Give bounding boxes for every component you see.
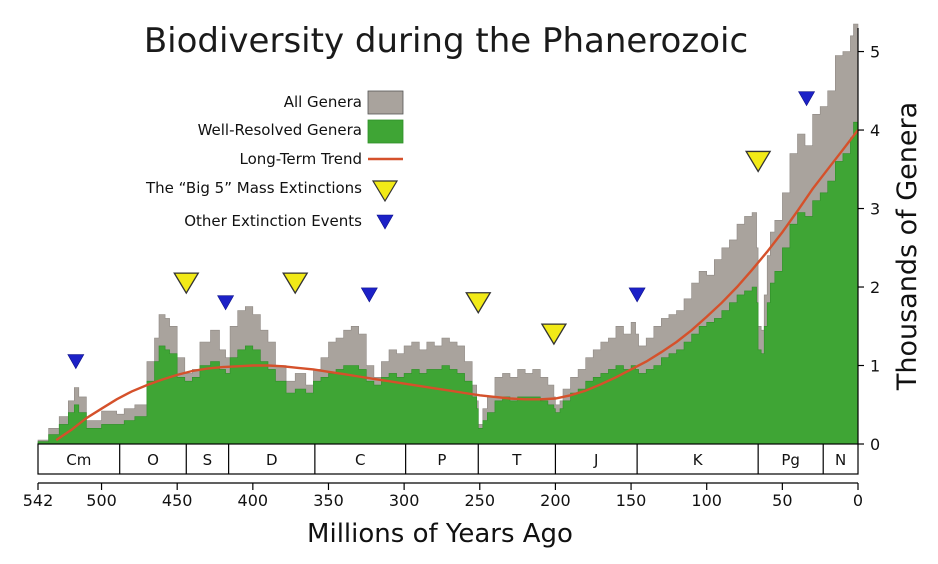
period-label-D: D (266, 451, 278, 469)
period-label-Pg: Pg (781, 451, 800, 469)
other-marker-1 (217, 295, 235, 311)
legend-label-all-genera: All Genera (284, 93, 362, 111)
x-tick-label-450: 450 (162, 491, 193, 510)
other-marker-3 (628, 287, 646, 303)
x-tick-label-500: 500 (86, 491, 117, 510)
y-axis-label: Thousands of Genera (892, 102, 923, 391)
big5-marker-3 (540, 323, 568, 346)
legend-swatch-other-extinctions (376, 214, 394, 230)
x-tick-label-150: 150 (616, 491, 647, 510)
big5-marker-0 (173, 272, 200, 295)
period-label-J: J (593, 451, 598, 469)
legend-label-well-resolved-genera: Well-Resolved Genera (198, 121, 362, 139)
y-tick-label-2: 2 (870, 278, 880, 297)
y-tick-label-5: 5 (870, 43, 880, 62)
big5-marker-1 (282, 272, 309, 295)
chart-title: Biodiversity during the Phanerozoic (144, 21, 748, 61)
period-label-K: K (693, 451, 704, 469)
x-tick-label-100: 100 (691, 491, 722, 510)
x-axis: 542 500 450 400 350 300 250 200 150 100 50 0 Millio… (23, 482, 863, 549)
legend-label-big5: The “Big 5” Mass Extinctions (145, 179, 362, 197)
y-tick-label-0: 0 (870, 435, 880, 454)
legend-swatch-big5 (371, 180, 399, 203)
x-tick-label-0: 0 (853, 491, 863, 510)
series-area-all-genera (37, 23, 859, 445)
x-tick-label-250: 250 (464, 491, 495, 510)
period-bar-frame (37, 443, 859, 475)
other-marker-4 (798, 91, 816, 107)
big5-marker-4 (744, 150, 772, 173)
big5-marker-2 (465, 292, 492, 314)
y-tick-label-4: 4 (870, 121, 880, 140)
x-tick-label-50: 50 (772, 491, 792, 510)
y-tick-label-3: 3 (870, 200, 880, 219)
period-label-T: T (511, 451, 522, 469)
legend-swatch-all-genera (367, 90, 404, 115)
plot-area (37, 23, 859, 445)
other-extinction-markers (67, 91, 816, 370)
x-tick-label-200: 200 (540, 491, 571, 510)
legend: All Genera Well-Resolved Genera Long-Ter… (145, 90, 404, 230)
y-axis: 0 1 2 3 4 5 Thousands of Genera (857, 28, 923, 454)
period-label-O: O (147, 451, 159, 469)
period-bar: Cm O S D C P T J K Pg N (37, 443, 859, 475)
x-tick-label-350: 350 (313, 491, 344, 510)
x-axis-label: Millions of Years Ago (307, 519, 573, 549)
x-tick-label-400: 400 (238, 491, 269, 510)
other-marker-0 (67, 354, 85, 370)
period-label-N: N (835, 451, 846, 469)
legend-label-other-extinctions: Other Extinction Events (184, 212, 362, 230)
period-label-Cm: Cm (66, 451, 91, 469)
x-tick-label-542: 542 (23, 491, 54, 510)
series-area-well-resolved-genera (37, 118, 859, 445)
legend-label-long-term-trend: Long-Term Trend (239, 150, 362, 168)
legend-swatch-well-resolved-genera (367, 119, 404, 144)
period-label-C: C (355, 451, 365, 469)
other-marker-2 (360, 287, 378, 303)
period-label-P: P (437, 451, 446, 469)
series-line-long-term-trend (55, 129, 859, 442)
period-label-S: S (203, 451, 213, 469)
big5-markers (173, 150, 772, 346)
x-tick-label-300: 300 (389, 491, 420, 510)
y-tick-label-1: 1 (870, 357, 880, 376)
